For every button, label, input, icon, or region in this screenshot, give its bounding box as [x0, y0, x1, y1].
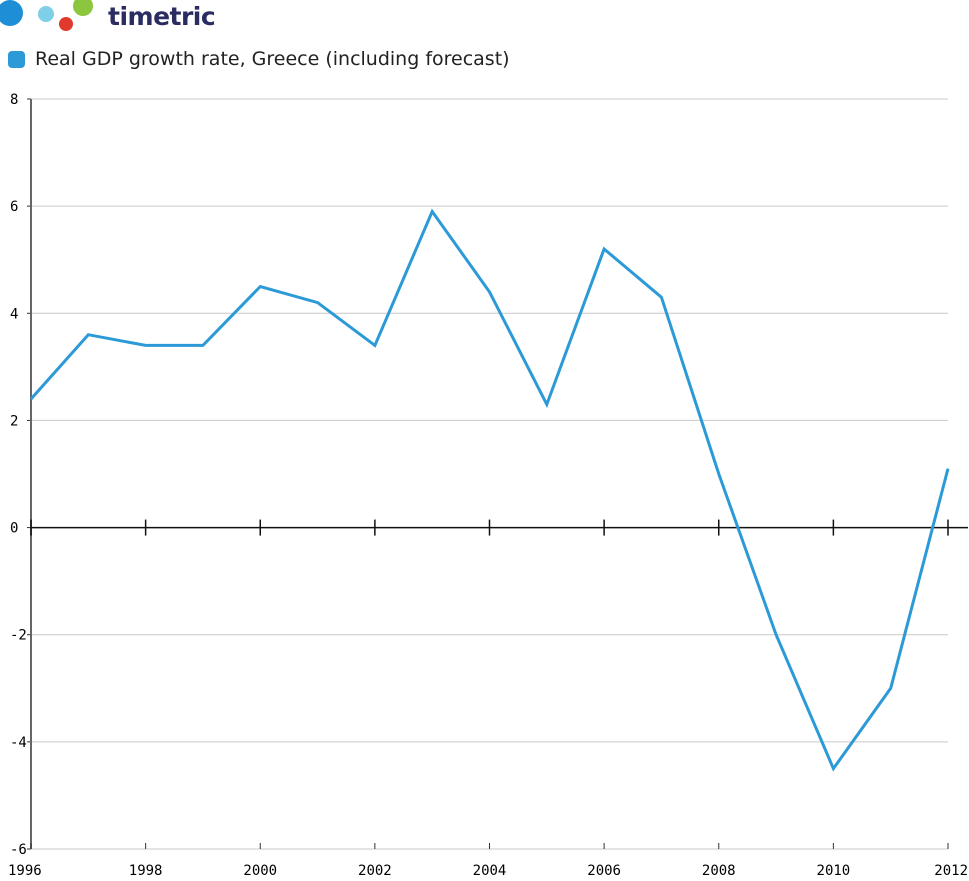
brand-name: timetric: [108, 2, 216, 31]
x-tick-label: 2006: [587, 863, 621, 879]
x-tick-label: 2002: [358, 863, 392, 879]
x-tick-label: 2010: [817, 863, 851, 879]
x-tick-label: 2008: [702, 863, 736, 879]
x-tick-label: 1996: [8, 863, 42, 879]
y-tick-label: -4: [10, 735, 27, 751]
series-line: [29, 208, 950, 772]
legend-label: Real GDP growth rate, Greece (including …: [35, 48, 510, 70]
x-tick-label: 1998: [129, 863, 163, 879]
x-tick-label: 2004: [473, 863, 507, 879]
legend: Real GDP growth rate, Greece (including …: [8, 47, 510, 71]
y-tick-label: 2: [10, 413, 18, 429]
y-tick-label: 4: [10, 306, 18, 322]
legend-swatch: [8, 50, 25, 68]
x-tick-label: 2000: [243, 863, 277, 879]
y-tick-label: -6: [10, 842, 27, 858]
y-tick-label: 0: [10, 521, 18, 537]
logo-dots-icon: [0, 0, 93, 31]
timetric-logo: timetric: [0, 0, 260, 40]
y-tick-label: 6: [10, 199, 18, 215]
y-tick-label: 8: [10, 92, 18, 108]
y-tick-label: -2: [10, 628, 27, 644]
x-tick-label: 2012: [934, 863, 968, 879]
